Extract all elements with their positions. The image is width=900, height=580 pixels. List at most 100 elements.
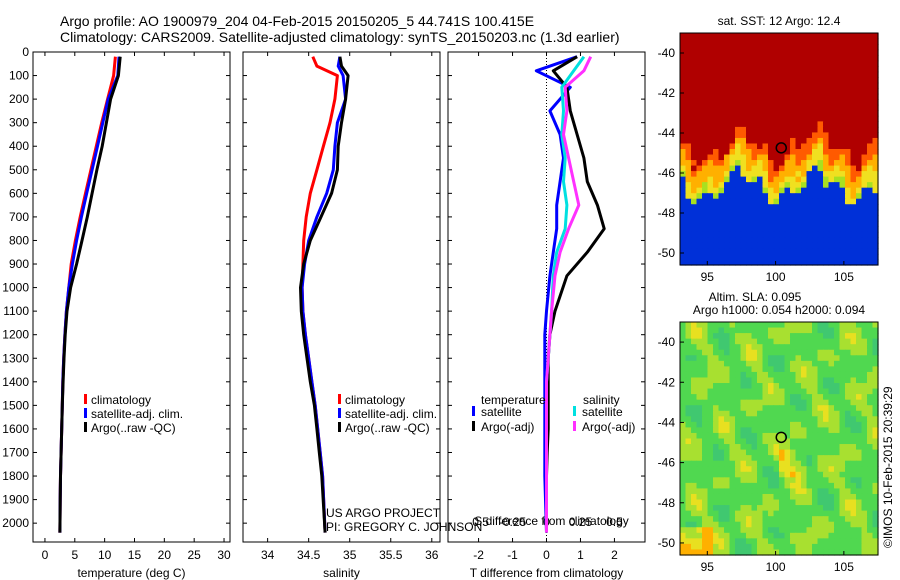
sst-map-cell [757, 149, 764, 156]
sla-map-cell [823, 421, 830, 429]
sst-map-cell [696, 44, 703, 51]
sst-map-cell [856, 259, 863, 266]
sst-map-cell [790, 149, 797, 156]
sst-map-cell [779, 38, 786, 45]
sst-map-cell [845, 66, 852, 73]
sla-map-cell [779, 477, 786, 484]
sla-map-cell [702, 527, 709, 534]
sla-map-cell [724, 322, 731, 329]
sst-map-cell [757, 60, 764, 67]
sla-map-cell [861, 438, 868, 445]
sst-map-cell [812, 182, 819, 189]
sla-map-cell [729, 449, 736, 456]
sst-map-cell [762, 193, 769, 200]
sla-map-cell [696, 471, 703, 478]
sst-map-cell [801, 88, 808, 95]
temp-xlabel: temperature (deg C) [77, 566, 185, 580]
sst-map-cell [834, 171, 841, 178]
sst-map-cell [795, 198, 802, 205]
sla-map-cell [735, 344, 742, 351]
sst-map-cell [856, 49, 863, 56]
sst-map-cell [757, 165, 764, 172]
sla-map-cell [861, 493, 868, 501]
sst-map-cell [872, 115, 879, 122]
sst-map-cell [685, 143, 692, 150]
sst-map-cell [751, 231, 758, 238]
sst-map-cell [795, 99, 802, 106]
sst-map-cell [861, 182, 868, 189]
sla-map-cell [861, 510, 868, 517]
sla-map-cell [845, 471, 852, 478]
sla-map-cell [801, 416, 808, 423]
sst-map-cell [762, 154, 769, 161]
sla-map-cell [729, 460, 736, 467]
sst-map-cell [850, 187, 857, 194]
sla-map-cell [795, 416, 802, 423]
sst-map-cell [850, 132, 857, 139]
sst-map-cell [740, 77, 747, 84]
sst-map-cell [746, 110, 753, 117]
sla-map-cell [702, 360, 709, 367]
sst-map-cell [735, 137, 742, 145]
sst-map-cell [724, 193, 731, 200]
sst-map-cell [768, 215, 775, 222]
sla-map-cell [839, 360, 846, 367]
sla-map-cell [702, 455, 709, 462]
sla-map-cell [861, 371, 868, 379]
sst-map-cell [740, 82, 747, 89]
sst-map-cell [784, 215, 791, 222]
sst-map-cell [823, 220, 830, 227]
sst-map-cell [845, 110, 852, 117]
sst-map-cell [713, 198, 720, 205]
sla-map-cell [696, 338, 703, 345]
sla-map-cell [718, 499, 725, 506]
sst-map-cell [839, 115, 846, 122]
sla-map-cell [746, 416, 753, 423]
depth-tick-label: 1900 [2, 493, 29, 507]
sst-map-cell [779, 82, 786, 89]
sst-map-cell [735, 198, 742, 205]
sst-map-cell [867, 137, 874, 145]
sst-map-cell [762, 137, 769, 145]
sst-map-cell [828, 126, 835, 134]
sla-map-cell [702, 438, 709, 445]
sla-map-cell [790, 405, 797, 412]
sla-map-cell [691, 371, 698, 379]
sla-map-cell [696, 527, 703, 534]
sst-map-cell [713, 121, 720, 128]
sla-map-cell [702, 377, 709, 384]
sla-map-cell [806, 427, 813, 434]
sst-map-cell [773, 99, 780, 106]
sla-map-cell [872, 377, 879, 384]
sst-map-cell [867, 82, 874, 89]
sla-map-cell [856, 416, 863, 423]
sst-map-cell [713, 99, 720, 106]
sla-map-cell [768, 449, 775, 456]
sst-map-cell [872, 204, 879, 211]
sla-map-cell [790, 355, 797, 362]
sla-map-cell [845, 371, 852, 379]
sst-map-cell [707, 165, 714, 172]
sst-map-cell [812, 55, 819, 62]
sst-map-cell [790, 171, 797, 178]
sla-map-cell [845, 466, 852, 473]
sst-map-cell [867, 126, 874, 134]
sla-map-cell [702, 460, 709, 467]
sla-map-cell [823, 416, 830, 423]
sst-map-cell [707, 248, 714, 255]
sst-map-cell [680, 154, 687, 161]
sst-map-cell [680, 132, 687, 139]
sla-map-cell [850, 427, 857, 434]
sst-map-cell [740, 259, 747, 266]
sla-map-cell [718, 510, 725, 517]
sst-map-cell [729, 44, 736, 51]
sla-map-cell [740, 327, 747, 334]
sst-map-cell [724, 198, 731, 205]
sst-map-cell [713, 231, 720, 238]
sst-map-cell [861, 237, 868, 244]
sla-map-cell [850, 499, 857, 506]
sst-map-cell [828, 226, 835, 233]
sla-map-cell [839, 355, 846, 362]
sla-map-cell [828, 488, 835, 495]
sla-map-cell [702, 355, 709, 362]
